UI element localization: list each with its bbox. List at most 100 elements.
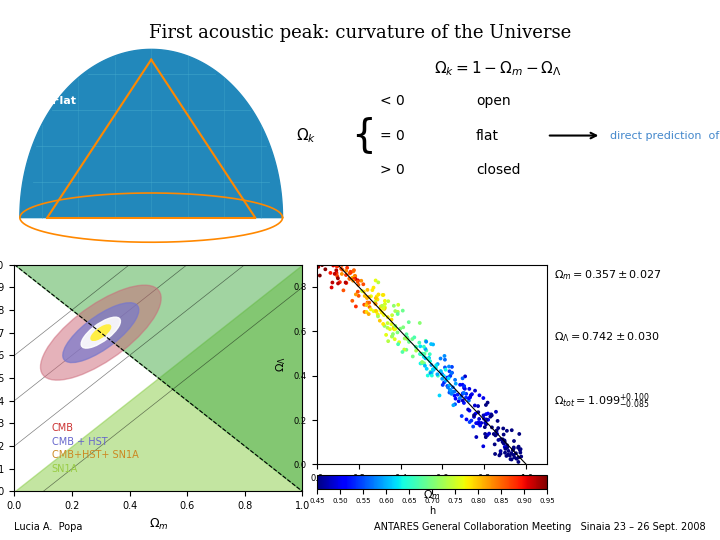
Point xyxy=(334,278,346,287)
Point xyxy=(344,274,356,283)
Point xyxy=(490,427,502,436)
Point xyxy=(450,379,462,388)
Point xyxy=(336,269,348,278)
Point xyxy=(407,335,418,343)
Point xyxy=(424,350,436,359)
Point xyxy=(379,322,390,330)
Point xyxy=(441,382,453,390)
Point xyxy=(460,393,472,402)
Point xyxy=(392,300,404,309)
Point xyxy=(513,443,524,452)
Point xyxy=(416,349,428,358)
Point xyxy=(464,418,475,427)
Point xyxy=(438,372,449,380)
Point xyxy=(508,450,520,459)
Point xyxy=(439,363,451,372)
Point xyxy=(425,368,436,376)
Text: $\Omega_k$: $\Omega_k$ xyxy=(297,126,317,145)
Point xyxy=(418,350,429,359)
Point xyxy=(333,279,344,288)
Point xyxy=(416,359,428,367)
Point xyxy=(500,451,512,460)
Point xyxy=(489,440,500,449)
Point xyxy=(469,386,481,395)
Point xyxy=(374,316,386,325)
Point xyxy=(444,362,455,371)
Point xyxy=(513,430,525,438)
Point xyxy=(361,298,373,307)
Point xyxy=(461,415,472,424)
Point xyxy=(392,328,403,337)
Point xyxy=(352,276,364,285)
Point xyxy=(514,446,526,454)
Point xyxy=(444,372,456,380)
Point xyxy=(350,302,361,311)
Point xyxy=(378,310,390,319)
Point xyxy=(499,436,510,445)
Point xyxy=(515,445,526,454)
Text: CMB+HST+ SN1A: CMB+HST+ SN1A xyxy=(52,450,138,460)
Point xyxy=(380,330,392,339)
Point xyxy=(349,272,361,280)
Point xyxy=(359,300,370,309)
X-axis label: $\Omega_m$: $\Omega_m$ xyxy=(423,489,441,503)
Point xyxy=(398,345,410,354)
Point xyxy=(390,322,401,330)
Point xyxy=(491,429,503,438)
Point xyxy=(395,325,406,333)
Point xyxy=(508,444,519,453)
Point xyxy=(497,437,508,446)
Point xyxy=(495,435,506,443)
Point xyxy=(328,261,339,270)
Point xyxy=(416,359,428,368)
Point xyxy=(503,450,514,459)
Point xyxy=(460,389,472,398)
Point xyxy=(477,442,489,450)
Point xyxy=(456,392,467,400)
Point xyxy=(475,418,487,427)
Point xyxy=(348,266,360,274)
Point xyxy=(361,308,372,316)
Point xyxy=(337,265,348,274)
Point xyxy=(345,267,356,276)
Point xyxy=(379,303,391,312)
Point xyxy=(446,369,457,377)
Point xyxy=(390,325,401,333)
Point xyxy=(382,313,394,321)
Point xyxy=(316,261,328,269)
Point xyxy=(468,411,480,420)
Point xyxy=(435,367,446,375)
Point xyxy=(444,367,455,376)
Point xyxy=(435,354,446,363)
Point xyxy=(379,300,391,308)
Point xyxy=(379,296,391,305)
Point xyxy=(444,386,456,395)
Point xyxy=(392,340,404,348)
Point xyxy=(387,332,398,341)
Point xyxy=(472,419,484,428)
Point xyxy=(506,426,518,435)
Point xyxy=(350,275,361,284)
Point xyxy=(336,261,348,269)
Point xyxy=(320,265,331,274)
Point xyxy=(499,443,510,451)
Point xyxy=(370,300,382,308)
Point xyxy=(370,294,382,302)
Point xyxy=(343,274,355,283)
Point xyxy=(428,364,440,373)
Point xyxy=(513,457,524,466)
Point xyxy=(389,325,400,334)
Point xyxy=(486,411,498,420)
Point xyxy=(330,270,342,279)
Point xyxy=(444,381,455,390)
Point xyxy=(457,396,469,405)
Point xyxy=(419,349,431,358)
Point xyxy=(403,318,415,327)
Point xyxy=(424,357,436,366)
Point xyxy=(436,370,448,379)
Point xyxy=(428,340,439,349)
Point xyxy=(426,361,437,369)
Point xyxy=(449,392,460,400)
Point xyxy=(376,308,387,317)
Ellipse shape xyxy=(40,285,161,380)
